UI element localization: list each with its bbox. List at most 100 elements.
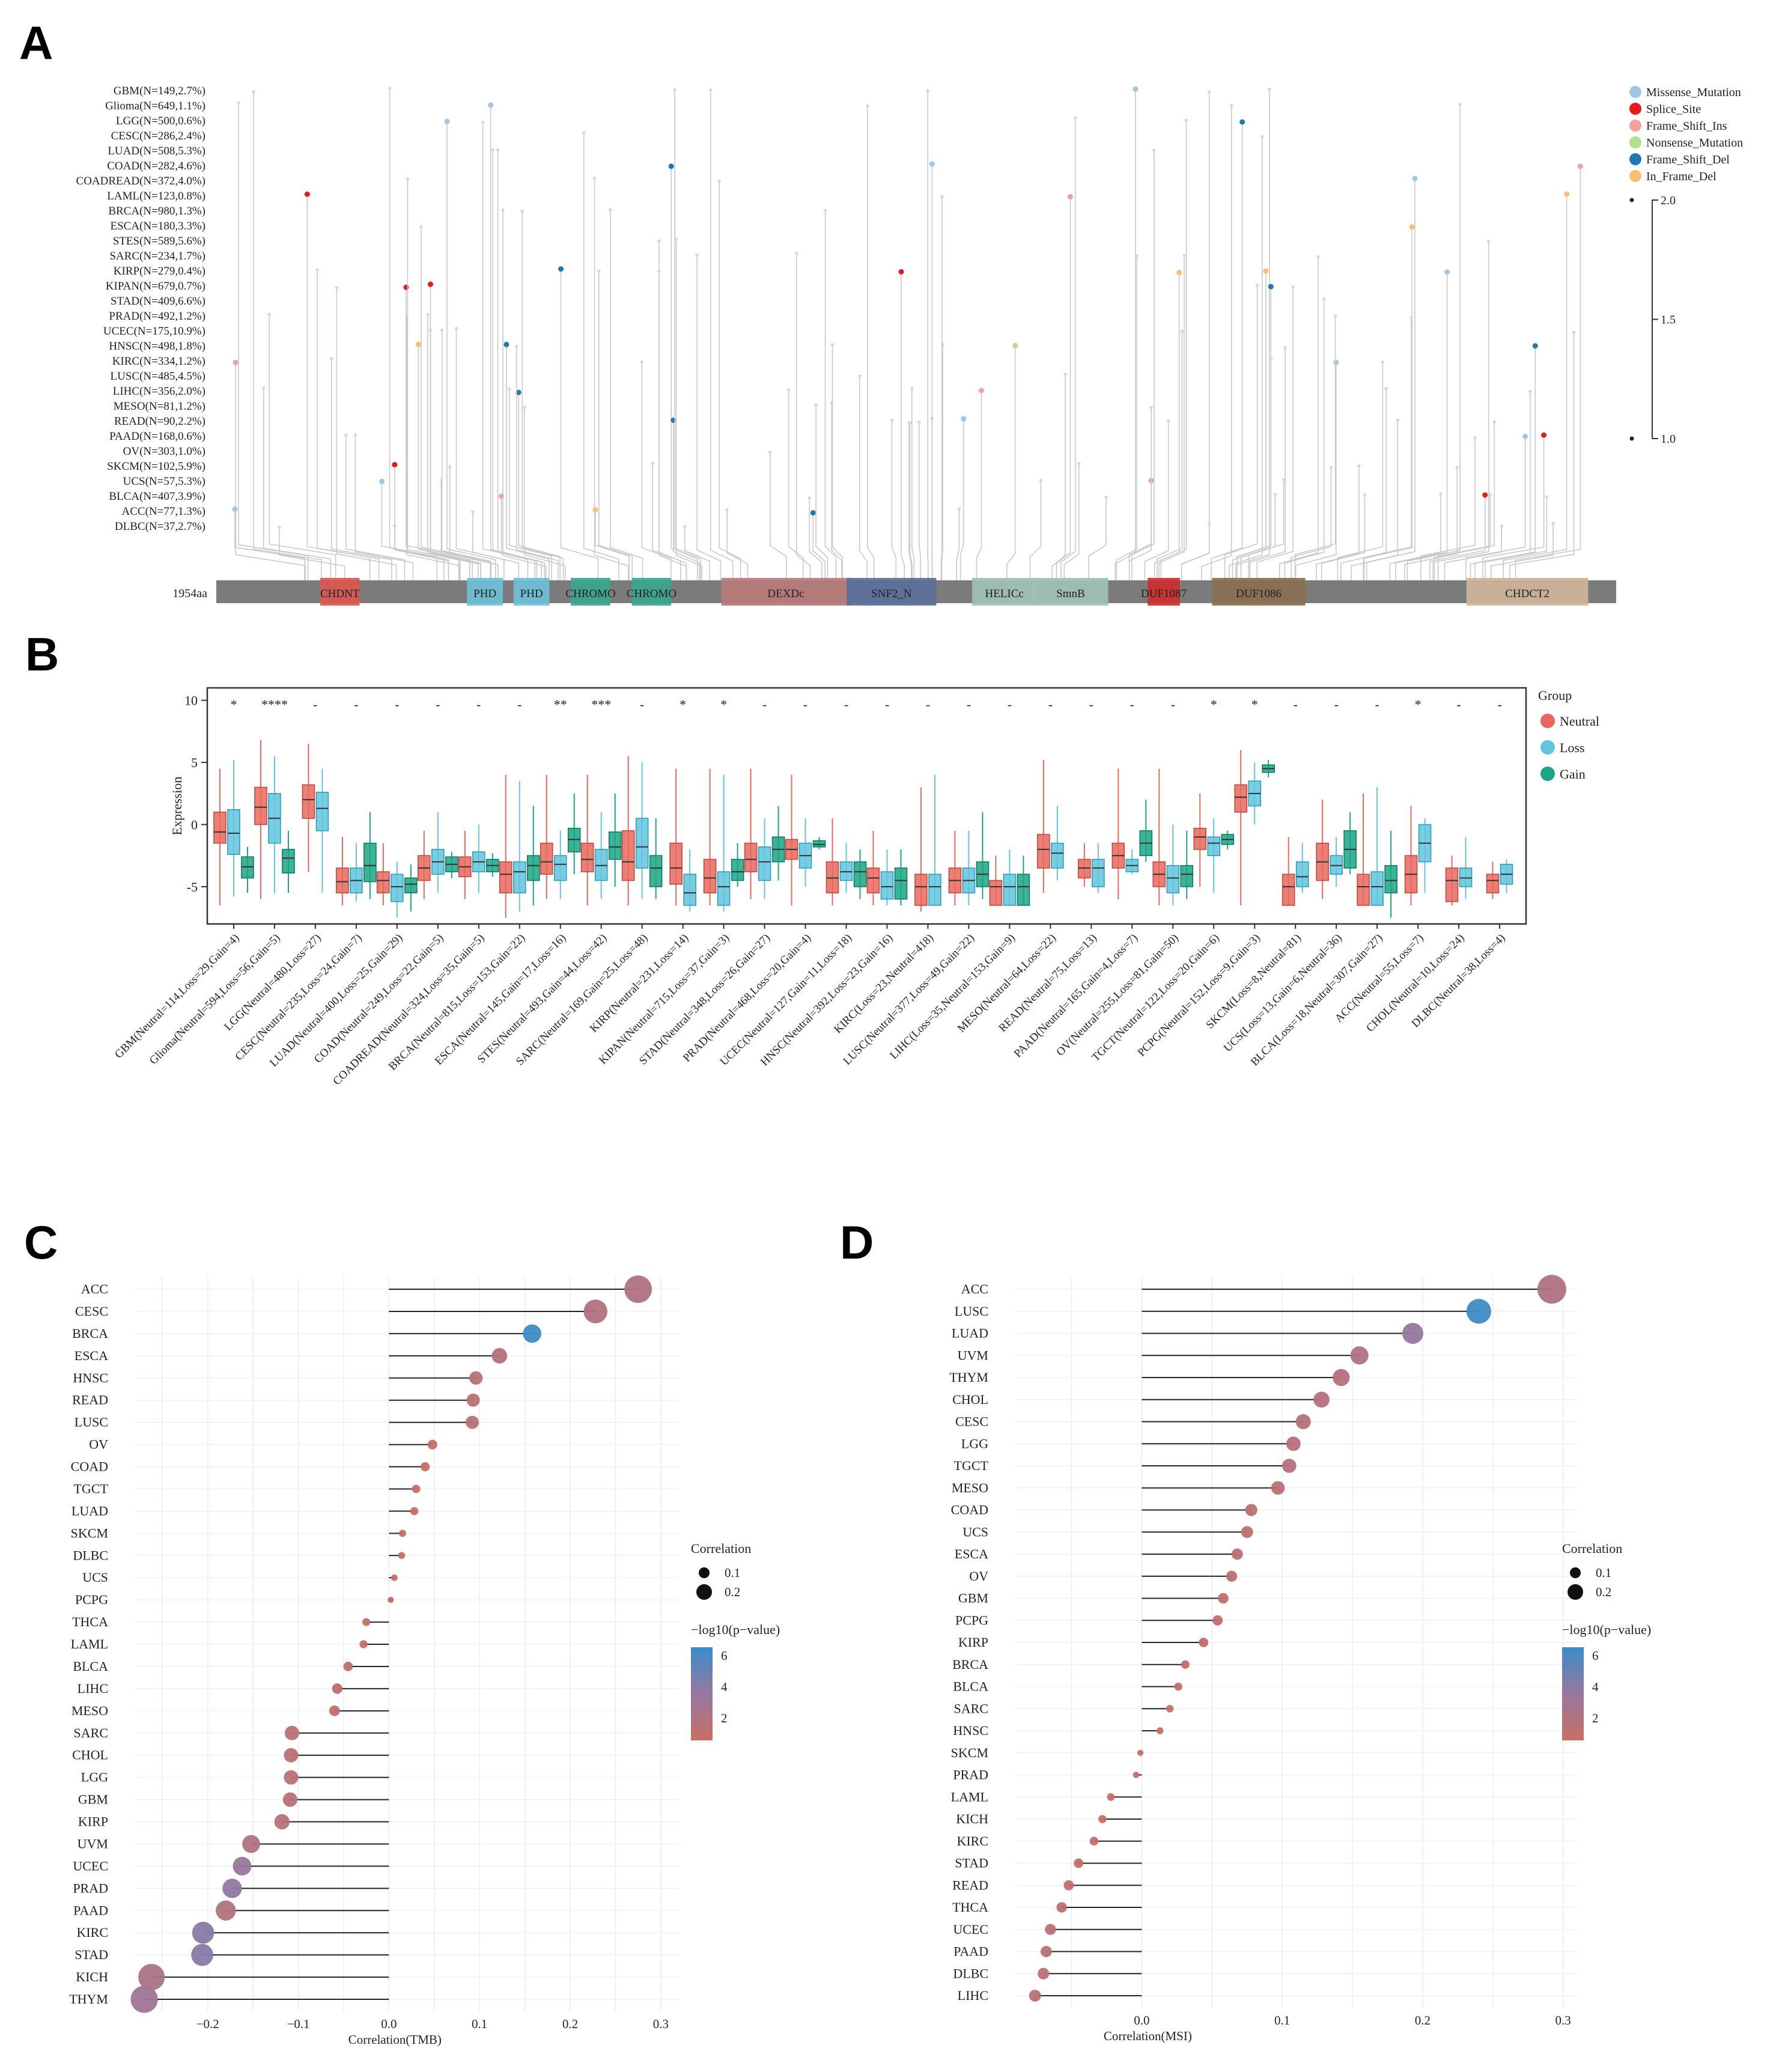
mutation-dot bbox=[830, 343, 835, 347]
panel-label-c: C bbox=[24, 1216, 58, 1269]
lollipop-dot-dlbc bbox=[398, 1552, 406, 1560]
lollipop-stem bbox=[1363, 318, 1412, 580]
mutation-dot bbox=[1012, 342, 1018, 348]
lollipop-stem bbox=[381, 481, 437, 580]
lollipop-stem bbox=[867, 106, 875, 580]
lollipop-stem bbox=[1420, 437, 1476, 580]
lollipop-stem bbox=[523, 407, 566, 580]
lollipop-stem bbox=[641, 362, 672, 580]
lollipop-stem bbox=[1515, 166, 1581, 580]
box-neutral bbox=[336, 867, 349, 894]
box-gain bbox=[1384, 864, 1397, 894]
box-loss bbox=[758, 846, 771, 881]
lollipop-dot-meso bbox=[1271, 1481, 1285, 1495]
panel-label-a: A bbox=[19, 16, 53, 69]
lollipop-stem bbox=[673, 420, 700, 580]
lollipop-stem bbox=[506, 344, 550, 580]
category-label-esca: ESCA bbox=[74, 1348, 108, 1363]
lollipop-dot-hnsc bbox=[1156, 1727, 1164, 1734]
lollipop-stem bbox=[1236, 359, 1272, 580]
legend-label-in-frame-del: In_Frame_Del bbox=[1646, 170, 1717, 183]
significance-label: * bbox=[230, 697, 237, 712]
category-label-lusc: LUSC bbox=[74, 1415, 108, 1430]
box-loss bbox=[635, 818, 649, 869]
significance-label: - bbox=[885, 697, 889, 712]
box-neutral bbox=[1445, 867, 1459, 902]
cohort-label-laml-n-123-0-8: LAML(N=123,0.8%) bbox=[107, 190, 205, 202]
cohort-label-meso-n-81-1-2: MESO(N=81,1.2%) bbox=[114, 400, 205, 413]
box-neutral bbox=[302, 784, 315, 819]
mutation-dot bbox=[405, 312, 409, 316]
category-label-ov: OV bbox=[969, 1569, 988, 1584]
lollipop-stem bbox=[446, 121, 496, 580]
legend-swatch-loss bbox=[1540, 740, 1555, 755]
box-neutral bbox=[669, 842, 683, 885]
mutation-dot bbox=[910, 387, 914, 390]
domain-smnb-8 bbox=[1033, 578, 1108, 606]
lollipop-stem bbox=[1088, 497, 1107, 580]
box-loss bbox=[683, 873, 696, 906]
lollipop-dot-luad bbox=[1402, 1323, 1424, 1344]
lollipop-stem bbox=[1434, 494, 1491, 580]
domain-label-chdnt-0: CHDNT bbox=[320, 588, 360, 600]
domain-label-dexdc-5: DEXDc bbox=[767, 588, 804, 600]
box-neutral bbox=[540, 842, 553, 875]
legend-label-frame-shift-ins: Frame_Shift_Ins bbox=[1646, 120, 1727, 133]
x-tick-label: −0.1 bbox=[287, 2017, 309, 2031]
cohort-label-lihc-n-356-2-0: LIHC(N=356,2.0%) bbox=[113, 385, 205, 398]
lollipop-dot-kirc bbox=[1089, 1837, 1099, 1846]
lollipop-stem bbox=[502, 210, 547, 580]
lollipop-dot-kirp bbox=[1199, 1638, 1209, 1647]
lollipop-dot-coad bbox=[1245, 1504, 1257, 1516]
lollipop-stem bbox=[1444, 526, 1502, 580]
lollipop-stem bbox=[959, 419, 964, 580]
color-legend-tick: 4 bbox=[1592, 1680, 1599, 1694]
box-gain bbox=[649, 855, 663, 887]
cohort-label-read-n-90-2-2: READ(N=90,2.2%) bbox=[114, 415, 205, 428]
legend-title: Group bbox=[1538, 688, 1572, 703]
lollipop-stem bbox=[610, 210, 643, 580]
category-label-prad: PRAD bbox=[73, 1880, 108, 1895]
x-tick-label: 0.2 bbox=[562, 2017, 578, 2031]
lollipop-dot-read bbox=[1063, 1880, 1074, 1891]
mutation-dot bbox=[1283, 345, 1287, 350]
box-loss bbox=[1166, 864, 1180, 894]
lollipop-dot-lihc bbox=[1029, 1990, 1041, 2002]
cohort-label-ucec-n-175-10-9: UCEC(N=175,10.9%) bbox=[103, 325, 205, 338]
category-label-uvm: UVM bbox=[958, 1347, 988, 1363]
mutation-dot bbox=[1545, 495, 1549, 499]
category-label-read: READ bbox=[952, 1877, 988, 1892]
box-neutral bbox=[703, 858, 717, 894]
lollipop-stem bbox=[859, 376, 868, 580]
mutation-dot bbox=[501, 208, 505, 212]
significance-label: - bbox=[1008, 697, 1012, 712]
lollipop-stem bbox=[427, 314, 479, 580]
box-neutral bbox=[1357, 873, 1370, 906]
lollipop-stem bbox=[508, 389, 552, 580]
mutation-dot bbox=[823, 208, 827, 213]
box-gain bbox=[853, 861, 867, 887]
lollipop-stem bbox=[1340, 388, 1387, 580]
mutation-dot bbox=[471, 510, 475, 514]
mutation-dot bbox=[1180, 329, 1184, 333]
x-tick-label: −0.2 bbox=[196, 2017, 219, 2031]
domain-label-phd-1: PHD bbox=[473, 588, 496, 600]
size-legend-dot bbox=[1568, 1584, 1583, 1600]
significance-label: - bbox=[967, 697, 971, 712]
mutation-dot bbox=[388, 87, 392, 90]
significance-label: - bbox=[517, 697, 522, 712]
x-axis-label: Correlation(MSI) bbox=[1104, 2029, 1192, 2043]
box-neutral bbox=[1193, 827, 1207, 850]
category-label-stad: STAD bbox=[74, 1947, 108, 1962]
category-label-ucs: UCS bbox=[962, 1524, 988, 1539]
mutation-dot bbox=[1166, 419, 1170, 423]
significance-label: - bbox=[844, 697, 848, 712]
size-legend-dot bbox=[1570, 1567, 1581, 1578]
cohort-label-luad-n-508-5-3: LUAD(N=508,5.3%) bbox=[108, 145, 205, 157]
category-label-tgct: TGCT bbox=[954, 1458, 989, 1473]
mutation-dot bbox=[683, 524, 687, 529]
mutation-dot bbox=[1073, 116, 1077, 120]
mutation-dot bbox=[1486, 240, 1491, 243]
mutation-dot bbox=[454, 327, 458, 330]
lollipop-stem bbox=[269, 314, 336, 580]
